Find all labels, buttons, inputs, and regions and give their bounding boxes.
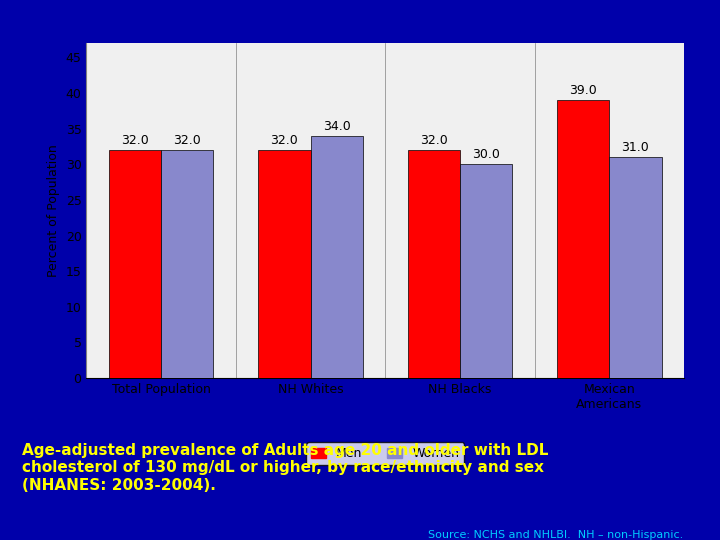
Text: 32.0: 32.0 bbox=[271, 134, 298, 147]
Text: 34.0: 34.0 bbox=[323, 120, 351, 133]
Bar bbox=[609, 157, 662, 378]
Bar bbox=[161, 150, 213, 378]
Bar bbox=[557, 100, 609, 378]
Bar bbox=[109, 150, 161, 378]
Text: Age-adjusted prevalence of Adults age 20 and older with LDL
cholesterol of 130 m: Age-adjusted prevalence of Adults age 20… bbox=[22, 443, 548, 492]
Text: Source: NCHS and NHLBI.  NH – non-Hispanic.: Source: NCHS and NHLBI. NH – non-Hispani… bbox=[421, 530, 683, 540]
Y-axis label: Percent of Population: Percent of Population bbox=[47, 144, 60, 277]
Bar bbox=[310, 136, 363, 378]
Bar bbox=[408, 150, 460, 378]
Text: 32.0: 32.0 bbox=[121, 134, 149, 147]
Bar bbox=[460, 164, 512, 378]
Text: 32.0: 32.0 bbox=[174, 134, 201, 147]
Text: 30.0: 30.0 bbox=[472, 148, 500, 161]
Legend: Men, Women: Men, Women bbox=[306, 442, 464, 465]
Text: 31.0: 31.0 bbox=[621, 141, 649, 154]
Bar bbox=[258, 150, 310, 378]
Text: 39.0: 39.0 bbox=[570, 84, 597, 97]
Text: 32.0: 32.0 bbox=[420, 134, 448, 147]
